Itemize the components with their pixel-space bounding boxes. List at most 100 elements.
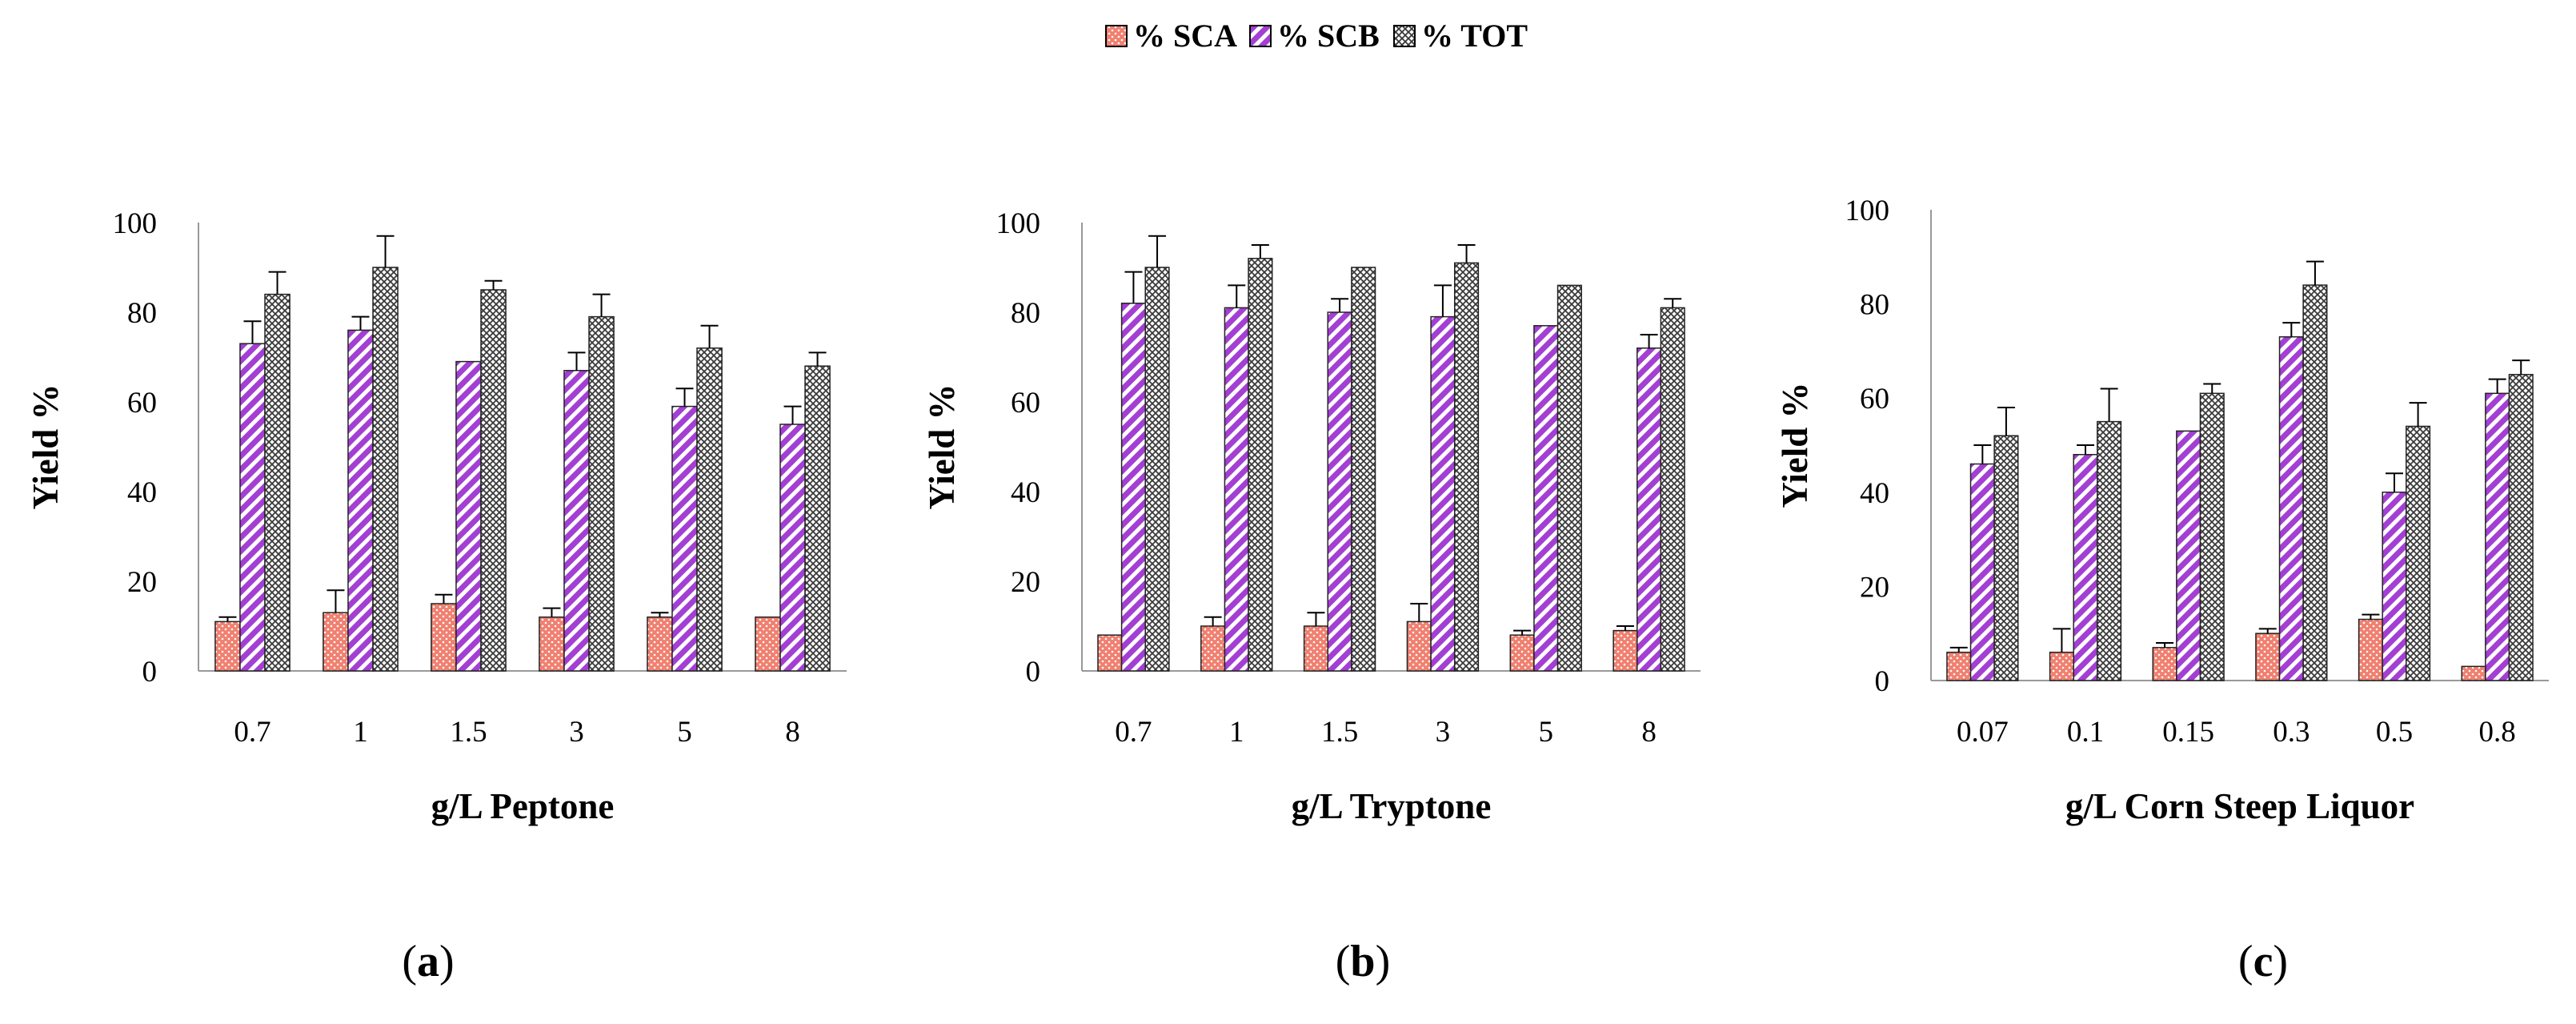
panel-label: (b) [1336, 937, 1390, 986]
y-tick-label: 60 [127, 387, 157, 420]
x-tick-labels: 0.7 1 1.5 3 5 8 [234, 716, 799, 749]
x-tick-label: 1 [353, 716, 368, 749]
bar-scb-8 [779, 424, 806, 672]
bar-tot-5 [696, 347, 723, 672]
bar-sca-1 [323, 612, 349, 672]
x-axis-label: g/L Peptone [431, 786, 615, 826]
legend-item-scb: % SCB [1249, 18, 1380, 54]
bar-sca-5 [1509, 634, 1535, 672]
y-tick-label: 80 [1860, 289, 1889, 322]
y-tick-label: 0 [1026, 656, 1041, 689]
bar-tot-5 [1556, 284, 1582, 672]
chart-panel-c: 0 20 40 60 80 100 0.07 0.1 0.15 0.3 0.5 0.8 Yield … [1775, 195, 2549, 986]
x-tick-label: 1.5 [450, 716, 487, 749]
x-tick-label: 0.3 [2273, 716, 2310, 749]
bar-scb-0_5 [2382, 492, 2407, 681]
bar-scb-0_7 [1120, 303, 1146, 672]
y-axis-label: Yield % [1775, 382, 1815, 508]
x-tick-label: 1.5 [1321, 716, 1358, 749]
bar-sca-8 [1613, 629, 1638, 672]
bar-tot-0_15 [2199, 392, 2225, 681]
bar-sca-0_07 [1946, 651, 1972, 681]
x-tick-label: 0.15 [2162, 716, 2214, 749]
y-tick-label: 100 [113, 207, 158, 240]
y-tick-label: 40 [1011, 476, 1040, 509]
legend-label-scb: % SCB [1277, 18, 1380, 54]
bar-tot-3 [1453, 262, 1480, 672]
y-tick-label: 100 [1845, 195, 1890, 227]
chart-panel-b: 0 20 40 60 80 100 0.7 1 1.5 3 5 8 Yield % g/L Tryp… [922, 207, 1701, 986]
x-tick-label: 0.7 [1115, 716, 1152, 749]
bar-scb-5 [671, 405, 698, 672]
bar-sca-0_5 [2358, 618, 2383, 681]
y-tick-label: 20 [1011, 566, 1040, 599]
y-tick-label: 20 [1860, 571, 1889, 604]
x-tick-label: 8 [785, 716, 800, 749]
bar-tot-0_3 [2302, 284, 2328, 681]
panel-label: (a) [402, 937, 454, 986]
legend-swatch-sca [1105, 25, 1128, 47]
x-tick-label: 0.07 [1957, 716, 2009, 749]
legend: % SCA % SCB % TOT [1105, 18, 1528, 54]
legend-item-sca: % SCA [1105, 18, 1237, 54]
y-axis-label: Yield % [26, 383, 66, 509]
legend-swatch-tot [1393, 25, 1416, 47]
y-tick-label: 60 [1011, 387, 1040, 420]
bar-sca-0_7 [1097, 634, 1123, 672]
bar-tot-8 [804, 365, 831, 672]
panel-label: (c) [2238, 937, 2288, 986]
bar-tot-1_5 [1351, 267, 1376, 672]
x-tick-label: 0.1 [2067, 716, 2104, 749]
bar-sca-3 [1406, 620, 1432, 672]
y-tick-labels: 0 20 40 60 80 100 [113, 207, 158, 689]
x-tick-label: 0.7 [234, 716, 270, 749]
legend-item-tot: % TOT [1393, 18, 1528, 54]
bar-scb-1 [347, 329, 374, 672]
bar-tot-1 [372, 267, 399, 672]
x-tick-label: 3 [1436, 716, 1451, 749]
x-tick-label: 5 [1539, 716, 1554, 749]
x-tick-label: 0.5 [2376, 716, 2413, 749]
bar-scb-8 [1637, 347, 1662, 672]
bar-tot-1_5 [480, 289, 507, 672]
y-tick-label: 40 [127, 476, 157, 509]
bar-scb-1 [1224, 307, 1249, 672]
x-tick-labels: 0.7 1 1.5 3 5 8 [1115, 716, 1657, 749]
bar-sca-0_3 [2255, 632, 2281, 681]
y-tick-label: 100 [996, 207, 1041, 240]
bar-scb-1_5 [1327, 311, 1352, 672]
bar-scb-1_5 [455, 360, 482, 672]
bar-sca-0_15 [2152, 647, 2177, 681]
legend-swatch-scb [1249, 25, 1272, 47]
bar-tot-3 [588, 315, 615, 672]
legend-label-sca: % SCA [1133, 18, 1237, 54]
y-tick-labels: 0 20 40 60 80 100 [1845, 195, 1890, 698]
bar-tot-0_5 [2406, 425, 2431, 681]
bar-tot-0_8 [2508, 374, 2534, 681]
x-tick-label: 5 [677, 716, 692, 749]
bar-sca-5 [647, 616, 673, 672]
bar-sca-1_5 [1303, 625, 1329, 672]
bar-sca-1_5 [431, 603, 457, 672]
bar-scb-3 [563, 370, 590, 672]
chart-panel-a: 0 20 40 60 80 100 0.7 1 1.5 3 5 8 Yield % g/L Pept… [26, 207, 847, 986]
y-tick-label: 40 [1860, 477, 1889, 510]
y-tick-label: 0 [1875, 665, 1890, 698]
bar-tot-8 [1660, 307, 1685, 672]
y-tick-label: 60 [1860, 383, 1889, 416]
bar-sca-8 [755, 616, 781, 672]
y-tick-label: 80 [1011, 297, 1040, 330]
bar-scb-0_15 [2176, 430, 2201, 681]
x-axis-label: g/L Corn Steep Liquor [2065, 786, 2414, 826]
legend-label-tot: % TOT [1421, 18, 1528, 54]
bar-sca-0_7 [214, 620, 241, 672]
y-axis-label: Yield % [922, 383, 962, 509]
bar-tot-0_7 [1144, 267, 1170, 672]
bar-tot-1 [1248, 258, 1273, 672]
bar-scb-3 [1430, 315, 1456, 672]
x-tick-labels: 0.07 0.1 0.15 0.3 0.5 0.8 [1957, 716, 2516, 749]
y-tick-label: 0 [142, 656, 158, 689]
x-tick-label: 1 [1229, 716, 1244, 749]
bar-tot-0_07 [1993, 435, 2019, 681]
bars [1097, 235, 1685, 672]
